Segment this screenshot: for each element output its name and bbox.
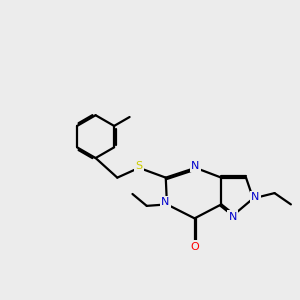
Text: O: O — [190, 242, 199, 252]
Text: N: N — [191, 161, 200, 171]
Text: N: N — [161, 197, 169, 207]
Text: S: S — [135, 161, 142, 171]
Text: N: N — [228, 212, 237, 222]
Text: N: N — [251, 192, 260, 202]
